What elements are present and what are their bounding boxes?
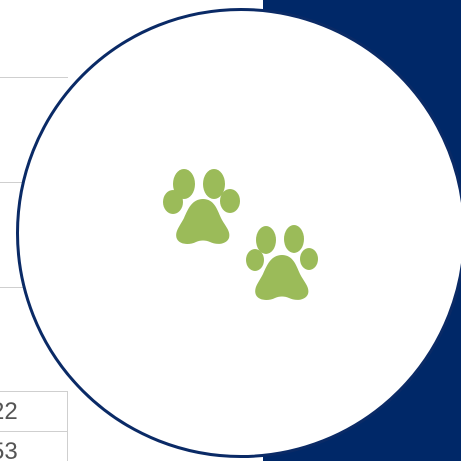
- table-row: 53: [0, 432, 67, 461]
- table-cell: 53: [0, 438, 18, 461]
- paw-prints-icon: [163, 169, 318, 300]
- circle-badge: [16, 8, 461, 458]
- table-row: 22: [0, 392, 67, 432]
- paw-print-upper: [163, 169, 240, 244]
- data-table-fragment: 22 53: [0, 391, 68, 461]
- divider-line: [0, 77, 68, 78]
- table-cell: 22: [0, 398, 18, 425]
- paw-print-lower: [246, 225, 318, 300]
